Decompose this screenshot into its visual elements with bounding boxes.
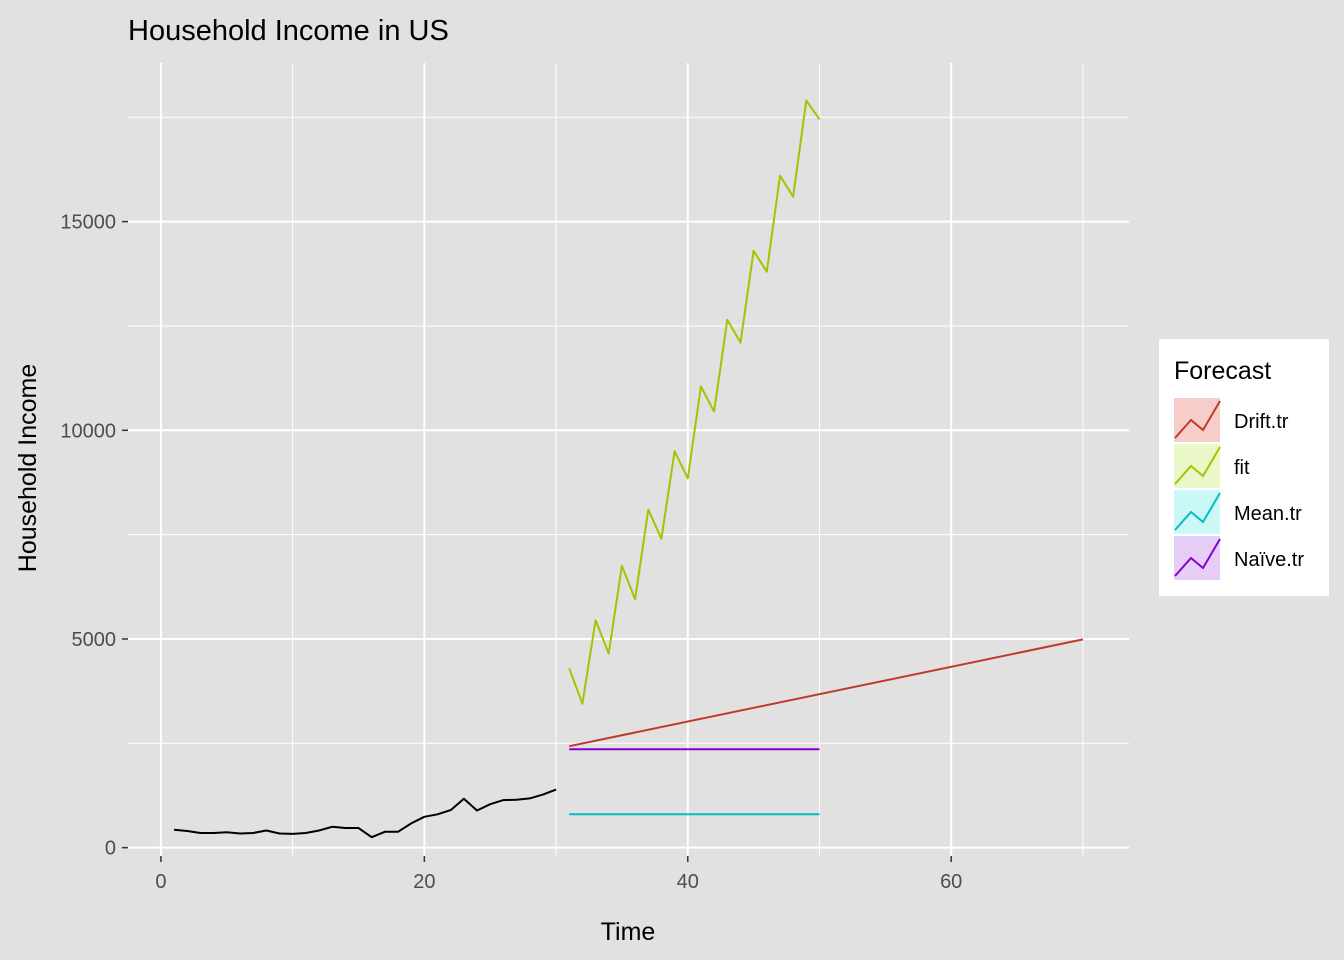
y-tick-label: 5000 — [72, 629, 117, 651]
legend-key-na-ve-tr — [1174, 536, 1220, 580]
series-group — [174, 99, 1084, 839]
series-line-fit — [568, 99, 821, 705]
legend-items: Drift.tr fit Mean.tr Naïve.tr — [1174, 398, 1304, 580]
legend: Forecast Drift.tr fit Mean.tr Naïve.tr — [1159, 339, 1329, 596]
legend-key-drift-tr — [1174, 398, 1220, 442]
x-tick-label: 60 — [940, 871, 962, 893]
legend-label-fit: fit — [1234, 457, 1250, 479]
y-tick-label: 15000 — [60, 212, 116, 234]
x-tick-label: 40 — [677, 871, 699, 893]
legend-line-icon — [1174, 400, 1221, 439]
legend-line-icon — [1174, 446, 1221, 485]
legend-label-mean-tr: Mean.tr — [1234, 503, 1302, 525]
legend-label-na-ve-tr: Naïve.tr — [1234, 549, 1304, 571]
series-line-drift-tr — [568, 638, 1084, 748]
legend-key-fit — [1174, 444, 1220, 488]
x-tick-label: 0 — [155, 871, 166, 893]
legend-line-icon — [1174, 538, 1221, 577]
observed-series-line — [174, 788, 557, 839]
legend-label-drift-tr: Drift.tr — [1234, 411, 1289, 433]
y-tick-label: 10000 — [60, 420, 116, 442]
legend-title: Forecast — [1174, 357, 1271, 385]
grid — [128, 63, 1129, 856]
legend-key-mean-tr — [1174, 490, 1220, 534]
x-axis-title: Time — [601, 918, 656, 946]
chart-title: Household Income in US — [128, 15, 449, 47]
x-tick-label: 20 — [413, 871, 435, 893]
legend-line-icon — [1174, 492, 1221, 531]
axes: 0 20 40 60 0 5000 10000 15000 — [60, 212, 962, 893]
y-axis-title: Household Income — [14, 364, 42, 572]
y-tick-label: 0 — [105, 838, 116, 860]
